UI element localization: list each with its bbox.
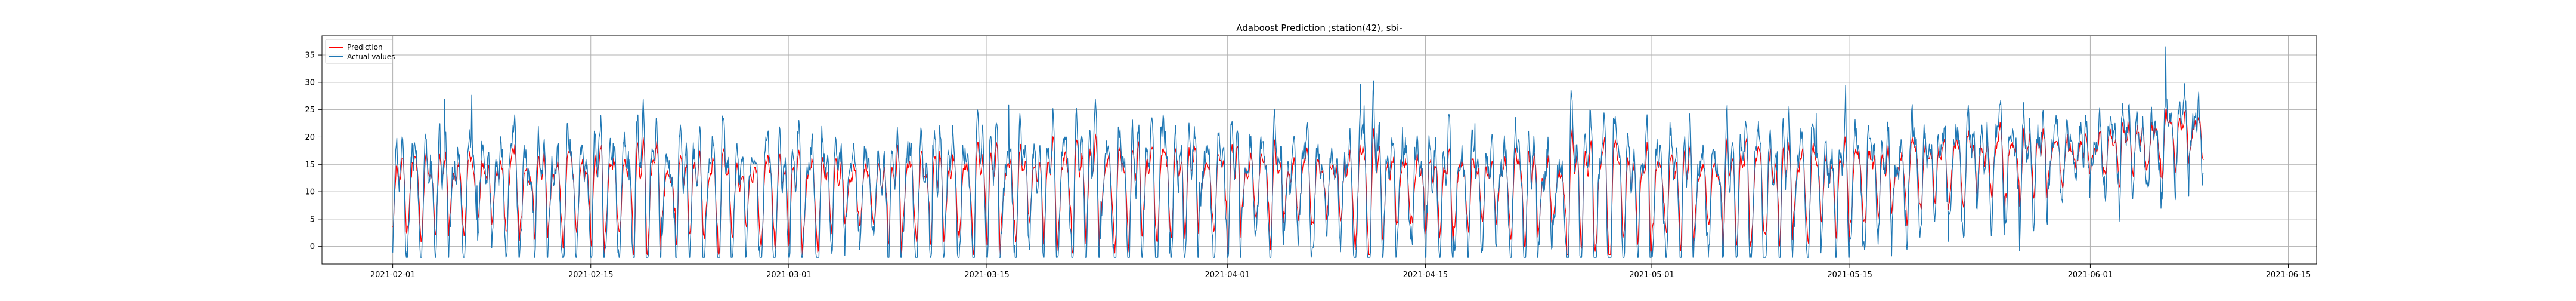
y-tick-label: 25 <box>305 106 315 115</box>
legend-label-prediction: Prediction <box>347 43 383 51</box>
series-line-prediction <box>392 108 2204 256</box>
x-tick-label: 2021-04-01 <box>1205 271 1250 280</box>
x-tick-label: 2021-05-01 <box>1629 271 1674 280</box>
y-tick-label: 20 <box>305 133 315 142</box>
x-tick-label: 2021-04-15 <box>1403 271 1448 280</box>
x-tick-label: 2021-02-15 <box>568 271 614 280</box>
y-tick-label: 30 <box>305 78 315 87</box>
x-tick-label: 2021-06-01 <box>2068 271 2113 280</box>
y-tick-label: 0 <box>310 242 315 251</box>
chart-title: Adaboost Prediction ;station(42), sbi- <box>1236 23 1402 33</box>
x-tick-label: 2021-02-01 <box>370 271 416 280</box>
legend-label-actual: Actual values <box>347 53 395 61</box>
x-tick-label: 2021-03-01 <box>766 271 812 280</box>
axes-frame <box>321 35 2317 265</box>
x-tick-label: 2021-05-15 <box>1827 271 1872 280</box>
y-tick-label: 5 <box>310 215 315 224</box>
x-tick-label: 2021-03-15 <box>964 271 1010 280</box>
y-tick-label: 15 <box>305 161 315 170</box>
series-layer <box>392 46 2204 258</box>
y-tick-label: 35 <box>305 51 315 60</box>
axes-layer: 2021-02-01 2021-02-15 2021-03-01 2021-03-15… <box>305 35 2317 280</box>
x-tick-label: 2021-06-15 <box>2266 271 2311 280</box>
y-tick-label: 10 <box>305 188 315 197</box>
series-line-actual <box>392 46 2204 258</box>
legend: Prediction Actual values <box>325 39 395 64</box>
